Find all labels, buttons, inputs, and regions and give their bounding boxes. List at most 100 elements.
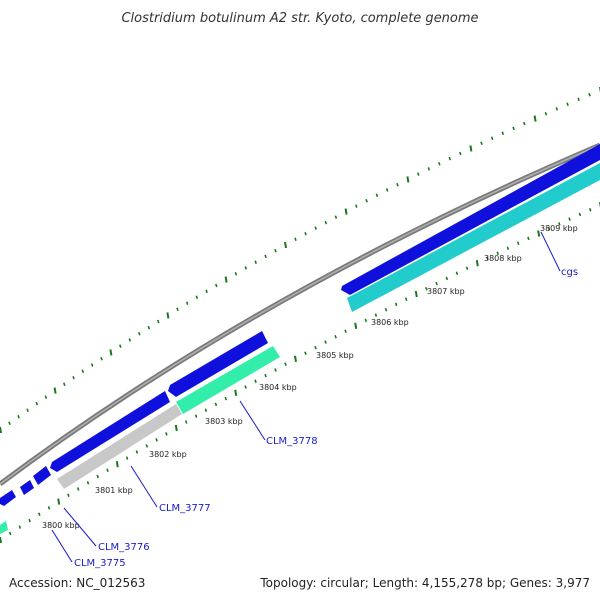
ruler-tick [254,379,257,384]
ruler-tick [145,444,149,448]
gene-label-clm3778[interactable]: CLM_3778 [266,436,318,447]
outer-ring-tick [577,97,580,102]
ruler-tick [18,525,22,529]
outer-ring-tick [81,369,85,374]
ruler-tick [364,318,368,323]
outer-ring-tick [304,231,307,236]
ruler-tick [568,217,571,221]
gene-label-clm3776[interactable]: CLM_3776 [98,542,150,553]
outer-ring-tick [17,414,20,419]
ruler-tick [496,251,499,255]
outer-ring-tick [284,241,287,249]
ruler-tick [274,368,277,372]
outer-ring-tick [459,151,462,156]
tick-label-3809: 3809 kbp [540,224,578,233]
cds-feature[interactable] [0,490,16,506]
tick-label-3804: 3804 kbp [259,383,297,392]
cds-feature[interactable] [168,331,268,397]
outer-ring-tick [533,115,537,122]
tick-label-3808: 3808 kbp [484,254,522,263]
outer-ring-tick [166,312,170,319]
outer-ring-tick [375,193,379,198]
outer-ring-tick [128,338,132,342]
outer-ring-tick [344,208,348,215]
ruler-tick [86,480,90,485]
outer-ring-tick [566,102,569,106]
cds-feature[interactable] [20,480,34,495]
outer-ring-tick [0,426,2,434]
ruler-tick [115,461,119,468]
outer-ring-tick [314,226,317,230]
outer-ring-tick [244,266,248,270]
tick-label-3805: 3805 kbp [316,351,354,360]
ruler-tick [264,373,267,378]
cds-feature[interactable] [50,391,170,472]
outer-ring-tick [501,131,505,136]
ruler-tick [486,256,489,260]
ruler-tick [165,432,168,436]
ruler-tick [588,207,592,212]
outer-ring-tick [334,215,338,219]
outer-ring-tick [355,204,358,208]
cds-feature[interactable] [176,346,280,414]
ruler-tick [125,456,129,460]
ruler-tick [76,487,80,491]
outer-ring-tick [44,395,48,399]
ruler-tick [194,414,198,418]
outer-ring-tick [490,136,494,141]
gene-label-cgs[interactable]: cgs [561,267,578,278]
gene-label-clm3775[interactable]: CLM_3775 [74,558,126,569]
outer-ring-tick [234,271,238,276]
ruler-tick [354,322,358,329]
ruler-ticks [0,202,600,544]
outer-ring-tick [63,382,66,386]
genome-title: Clostridium botulinum A2 str. Kyoto, com… [121,11,478,26]
ruler-tick [547,226,551,231]
ruler-tick [404,297,408,301]
ruler-tick [8,531,12,536]
outer-ring-tick [427,167,431,171]
outer-ring-tick [480,141,483,146]
ruler-tick [284,362,287,367]
outer-ring-tick [26,408,29,412]
outer-ring-tick [215,283,218,288]
outer-ring-tick [8,421,11,426]
outer-ring-tick [588,92,591,97]
ruler-tick [384,307,388,312]
ruler-tick [204,408,208,412]
outer-ring-tick [35,401,39,406]
outer-ring-tick [195,295,199,300]
ruler-tick [28,518,31,523]
ruler-tick [57,498,61,505]
cds-feature[interactable] [0,521,8,534]
ruler-tick [475,260,479,267]
reverse-cds-track [0,163,600,534]
outer-ring-tick [274,248,277,253]
outer-ring-tick [90,363,94,367]
ruler-tick [135,450,139,454]
outer-ring-tick [147,325,151,330]
cds-feature[interactable] [33,466,51,485]
ruler-tick [527,236,530,241]
outer-ring-tick [109,349,113,356]
ruler-tick [324,340,327,344]
outer-ring-tick [254,260,257,264]
outer-dotted-ring [0,87,600,434]
cds-feature[interactable] [341,144,600,295]
cds-feature[interactable] [57,404,182,489]
gene-label-clm3777[interactable]: CLM_3777 [159,503,211,514]
ruler-tick [334,334,337,339]
outer-ring-tick [406,176,410,183]
outer-ring-tick [185,301,189,306]
tick-label-3807: 3807 kbp [427,287,465,296]
ruler-tick [374,313,378,317]
outer-ring-tick [448,156,452,161]
cds-feature[interactable] [347,163,600,312]
tick-label-3802: 3802 kbp [149,450,187,459]
gene-labels: CLM_3775 CLM_3776 CLM_3777 CLM_3778 cgs [74,267,578,569]
ruler-tick [445,276,449,281]
ruler-tick [558,222,561,226]
gene-label-lines [51,231,561,563]
